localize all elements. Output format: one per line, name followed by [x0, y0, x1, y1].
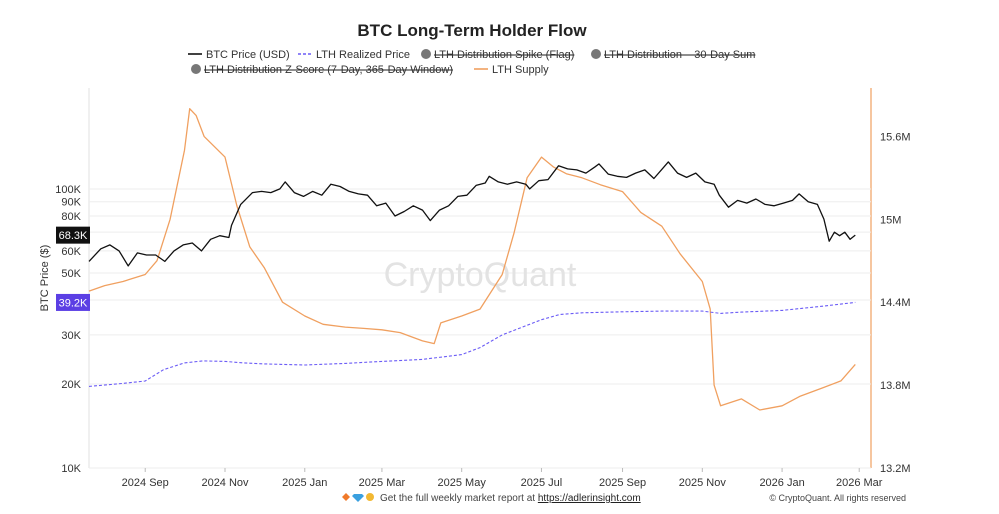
- y-axis-title: BTC Price ($): [39, 245, 51, 312]
- y2-tick-label: 13.8M: [880, 380, 911, 392]
- legend-dot-icon: [421, 49, 431, 59]
- lth-realized-price-line: [88, 301, 856, 387]
- legend-label: LTH Realized Price: [316, 49, 410, 61]
- y2-tick-label: 14.4M: [880, 297, 911, 309]
- x-tick-label: 2026 Mar: [836, 477, 883, 489]
- price-badge-label: 68.3K: [59, 230, 88, 242]
- legend-item-lth-supply[interactable]: LTH Supply: [474, 64, 549, 76]
- btc-price-line: [88, 161, 856, 267]
- legend-label: BTC Price (USD): [206, 49, 290, 61]
- lth-supply-line: [88, 108, 856, 411]
- x-tick-label: 2026 Jan: [759, 477, 804, 489]
- chart-title: BTC Long-Term Holder Flow: [357, 21, 587, 40]
- y-tick-label: 20K: [61, 379, 81, 391]
- legend-dot-icon: [191, 64, 201, 74]
- realized-price-badge-label: 39.2K: [59, 297, 88, 309]
- legend-item-lth-distribution-30d-sum[interactable]: LTH Distribution – 30-Day Sum: [591, 49, 755, 61]
- legend-item-lth-distribution-spike[interactable]: LTH Distribution Spike (Flag): [421, 49, 574, 61]
- series-layer: [88, 108, 856, 411]
- x-tick-label: 2025 Jan: [282, 477, 327, 489]
- y-tick-label: 80K: [61, 211, 81, 223]
- y-axis-right: 13.2M 13.8M 14.4M 15M 15.6M: [880, 131, 911, 475]
- legend-label: LTH Distribution Spike (Flag): [434, 49, 574, 61]
- footer-link[interactable]: https://adlerinsight.com: [538, 493, 641, 504]
- footer: Get the full weekly market report at htt…: [342, 493, 906, 504]
- grid: [89, 188, 871, 469]
- x-axis: 2024 Sep 2024 Nov 2025 Jan 2025 Mar 2025 May…: [122, 468, 883, 489]
- y-tick-label: 10K: [61, 463, 81, 475]
- footer-text: Get the full weekly market report at htt…: [380, 493, 641, 504]
- y2-tick-label: 15.6M: [880, 131, 911, 143]
- y-tick-label: 100K: [55, 184, 81, 196]
- legend-item-lth-realized-price[interactable]: LTH Realized Price: [298, 49, 410, 61]
- x-tick-label: 2025 Nov: [679, 477, 727, 489]
- y-tick-label: 50K: [61, 268, 81, 280]
- legend-dot-icon: [591, 49, 601, 59]
- hands-icon: [366, 493, 374, 501]
- y-tick-label: 30K: [61, 330, 81, 342]
- legend-item-btc-price[interactable]: BTC Price (USD): [188, 49, 290, 61]
- x-tick-label: 2025 May: [438, 477, 487, 489]
- y-tick-label: 60K: [61, 246, 81, 258]
- x-tick-label: 2025 Sep: [599, 477, 646, 489]
- legend-label: LTH Distribution – 30-Day Sum: [604, 49, 755, 61]
- y2-tick-label: 15M: [880, 214, 901, 226]
- legend-label: LTH Supply: [492, 64, 549, 76]
- copyright: © CryptoQuant. All rights reserved: [769, 493, 906, 503]
- x-tick-label: 2025 Jul: [521, 477, 563, 489]
- legend: BTC Price (USD) LTH Realized Price LTH D…: [188, 49, 755, 76]
- legend-label: LTH Distribution Z-Score (7-Day, 365-Day…: [204, 64, 453, 76]
- price-badge: 68.3K: [56, 226, 90, 244]
- watermark: CryptoQuant: [384, 256, 577, 294]
- footer-emoji-icons: [342, 493, 374, 502]
- footer-prefix: Get the full weekly market report at: [380, 493, 538, 504]
- realized-price-badge: 39.2K: [56, 293, 90, 311]
- y2-tick-label: 13.2M: [880, 463, 911, 475]
- orange-diamond-icon: [342, 493, 350, 501]
- x-tick-label: 2024 Sep: [122, 477, 169, 489]
- blue-gem-icon: [352, 494, 364, 502]
- legend-item-lth-distribution-z-score[interactable]: LTH Distribution Z-Score (7-Day, 365-Day…: [191, 64, 453, 76]
- y-tick-label: 90K: [61, 197, 81, 209]
- x-tick-label: 2024 Nov: [201, 477, 249, 489]
- x-tick-label: 2025 Mar: [359, 477, 406, 489]
